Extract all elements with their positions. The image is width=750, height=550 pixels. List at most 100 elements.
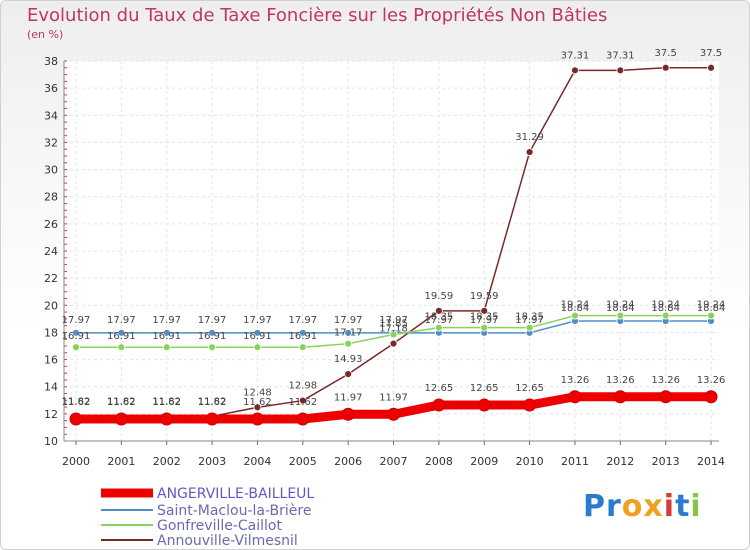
data-label: 19.59	[425, 291, 454, 302]
logo-letter: x	[643, 489, 664, 524]
data-point	[253, 328, 262, 337]
data-point	[659, 390, 673, 404]
data-label: 19.24	[606, 300, 635, 311]
logo-letter: i	[663, 489, 676, 524]
data-point	[208, 328, 216, 337]
x-tick-label: 2002	[153, 455, 181, 468]
data-label: 19.24	[651, 300, 680, 311]
data-label: 37.5	[655, 48, 677, 59]
data-label: 11.82	[107, 396, 136, 407]
data-label: 18.35	[425, 312, 454, 323]
y-tick-label: 20	[44, 299, 58, 312]
data-point	[434, 306, 443, 315]
y-tick-label: 24	[44, 245, 58, 258]
data-point	[69, 412, 83, 426]
data-point	[525, 148, 534, 156]
legend-label: Annouville-Vilmesnil	[157, 533, 298, 549]
legend: ANGERVILLE-BAILLEULSaint-Maclou-la-Brièr…	[101, 486, 314, 549]
data-label: 11.62	[288, 397, 317, 408]
logo-letter: i	[690, 489, 702, 524]
x-tick-label: 2008	[425, 455, 453, 468]
data-label: 17.97	[288, 315, 317, 326]
data-point	[389, 330, 398, 339]
data-label: 16.91	[198, 331, 227, 342]
x-tick-label: 2006	[334, 455, 362, 468]
data-label: 19.24	[697, 300, 726, 311]
data-point	[707, 311, 715, 320]
data-point	[117, 328, 126, 337]
data-label: 11.62	[152, 397, 181, 408]
data-point	[253, 403, 262, 412]
data-point	[298, 343, 307, 352]
data-point	[389, 339, 398, 348]
chart-title: Evolution du Taux de Taxe Foncière sur l…	[27, 5, 608, 26]
y-tick-label: 38	[44, 55, 58, 68]
x-tick-label: 2000	[62, 455, 90, 468]
data-point	[344, 339, 353, 348]
data-labels: 11.62 11.62 11.62 11.62 11.62 11.62 11.97 11.97…	[62, 48, 726, 408]
data-point	[616, 66, 625, 75]
data-point	[707, 63, 715, 72]
data-label: 13.26	[651, 375, 680, 386]
y-tick-label: 36	[44, 82, 58, 95]
data-point	[160, 412, 174, 426]
data-label: 11.97	[379, 392, 408, 403]
data-label: 17.18	[379, 324, 408, 335]
data-point	[344, 328, 353, 337]
proxiti-logo: Proxiti	[583, 489, 702, 524]
y-tick-label: 10	[44, 435, 58, 448]
x-tick-label: 2014	[697, 455, 725, 468]
data-label: 17.97	[152, 315, 181, 326]
data-label: 17.97	[470, 315, 499, 326]
data-point	[571, 66, 579, 75]
data-point	[162, 328, 171, 337]
x-tick-label: 2001	[107, 455, 135, 468]
x-tick-label: 2003	[198, 455, 226, 468]
series-2	[72, 311, 715, 352]
data-label: 12.65	[470, 383, 499, 394]
y-tick-label: 18	[44, 326, 58, 339]
series-0	[69, 390, 718, 426]
logo-letter: o	[621, 489, 644, 524]
data-point	[387, 407, 401, 421]
data-label: 16.91	[243, 331, 272, 342]
data-point	[205, 412, 219, 426]
data-label: 17.97	[379, 315, 408, 326]
grid	[64, 60, 719, 442]
data-label: 17.97	[107, 315, 136, 326]
data-label: 17.85	[379, 318, 408, 329]
data-point	[571, 311, 579, 320]
y-tick-label: 16	[44, 354, 58, 367]
data-label: 11.82	[198, 396, 227, 407]
data-label: 11.82	[62, 396, 91, 407]
data-label: 11.62	[243, 397, 272, 408]
y-tick-label: 12	[44, 408, 58, 421]
x-tick-label: 2011	[561, 455, 589, 468]
data-label: 37.5	[700, 48, 722, 59]
data-label: 17.97	[425, 315, 454, 326]
data-point	[72, 343, 80, 352]
x-tick-label: 2013	[652, 455, 680, 468]
data-point	[480, 323, 489, 332]
data-label: 18.84	[606, 303, 635, 314]
y-tick-label: 32	[44, 136, 58, 149]
data-point	[208, 343, 216, 352]
x-tick-label: 2010	[516, 455, 544, 468]
data-label: 17.97	[62, 315, 91, 326]
data-point	[480, 306, 489, 315]
data-label: 17.97	[334, 315, 363, 326]
data-point	[661, 311, 670, 320]
y-tick-label: 30	[44, 164, 58, 177]
data-label: 17.97	[515, 315, 544, 326]
data-label: 16.91	[288, 331, 317, 342]
data-label: 19.59	[470, 291, 499, 302]
data-point	[568, 390, 582, 404]
data-label: 13.26	[561, 375, 590, 386]
x-tick-label: 2009	[470, 455, 498, 468]
data-label: 18.35	[470, 312, 499, 323]
data-label: 14.93	[334, 354, 363, 365]
x-tick-label: 2004	[243, 455, 271, 468]
data-label: 17.97	[198, 315, 227, 326]
